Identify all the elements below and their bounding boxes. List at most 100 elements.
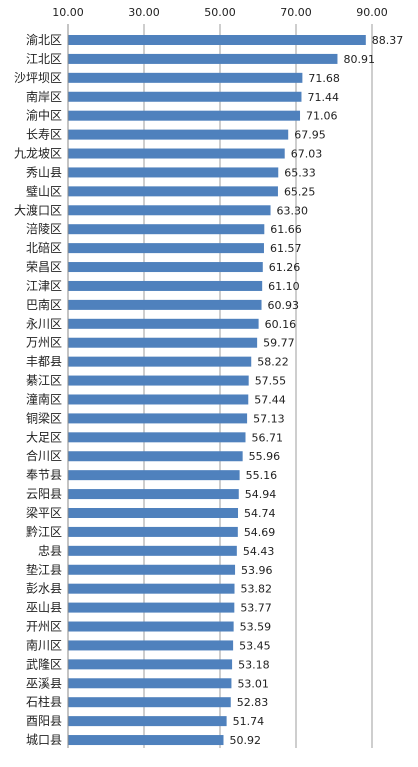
category-label: 涪陵区 <box>26 221 62 236</box>
category-label: 武隆区 <box>26 656 62 671</box>
x-tick-label: 50.00 <box>204 6 236 19</box>
bar <box>68 489 239 500</box>
category-label: 永川区 <box>26 317 62 331</box>
category-label: 巫山县 <box>26 601 62 615</box>
category-label: 梁平区 <box>26 505 62 520</box>
category-label: 大渡口区 <box>14 202 62 217</box>
category-label: 黔江区 <box>26 524 62 539</box>
category-label: 綦江区 <box>26 374 62 388</box>
data-label: 53.96 <box>241 564 273 577</box>
bar <box>68 564 236 575</box>
data-label: 55.96 <box>249 450 281 463</box>
category-label: 南岸区 <box>26 89 62 104</box>
bar <box>68 186 278 197</box>
category-label: 彭水县 <box>26 582 62 596</box>
data-label: 57.13 <box>253 412 285 425</box>
data-label: 50.92 <box>229 734 261 747</box>
bar <box>68 394 249 405</box>
category-label: 北碚区 <box>26 240 62 255</box>
category-label: 荣昌区 <box>26 260 62 274</box>
data-label: 61.10 <box>268 280 300 293</box>
data-label: 63.30 <box>277 204 309 217</box>
category-label: 渝中区 <box>26 108 62 123</box>
data-label: 65.25 <box>284 185 316 198</box>
category-label: 开州区 <box>26 620 62 634</box>
category-label: 城口县 <box>26 733 62 747</box>
data-label: 54.43 <box>243 545 274 558</box>
bar <box>68 432 246 443</box>
category-label: 丰都县 <box>26 355 62 369</box>
category-label: 巴南区 <box>26 297 62 312</box>
data-label: 53.77 <box>240 602 271 615</box>
bar <box>68 508 239 518</box>
category-label: 奉节县 <box>26 468 62 482</box>
x-axis-ticks: 10.00 30.00 50.00 70.00 90.00 <box>52 6 388 19</box>
category-label: 长寿区 <box>26 128 62 142</box>
bar <box>68 470 240 481</box>
data-label: 65.33 <box>284 166 316 179</box>
bars <box>68 35 366 746</box>
category-label: 沙坪坝区 <box>14 71 62 85</box>
data-label: 54.74 <box>244 507 276 520</box>
bar <box>68 640 234 651</box>
data-label: 53.01 <box>237 677 268 690</box>
data-label: 53.82 <box>241 583 272 596</box>
category-label: 秀山县 <box>26 165 62 179</box>
bar <box>68 735 224 746</box>
bar <box>68 129 289 140</box>
data-label: 61.66 <box>270 223 302 236</box>
bar <box>68 697 231 708</box>
bar <box>68 110 301 121</box>
bar <box>68 72 303 83</box>
x-tick-label: 90.00 <box>356 6 388 19</box>
bar <box>68 148 285 159</box>
data-label: 52.83 <box>237 696 269 709</box>
bar <box>68 526 238 537</box>
data-label: 71.44 <box>307 91 339 104</box>
data-label: 56.71 <box>251 431 282 444</box>
data-label: 59.77 <box>263 337 295 350</box>
data-label: 58.22 <box>257 356 289 369</box>
category-label: 江津区 <box>26 279 62 293</box>
bar <box>68 280 263 291</box>
category-label: 渝北区 <box>26 32 62 47</box>
category-label: 石柱县 <box>26 694 62 709</box>
bar <box>68 375 249 386</box>
category-label: 酉阳县 <box>26 714 62 728</box>
bar <box>68 583 235 594</box>
x-tick-label: 70.00 <box>280 6 312 19</box>
data-label: 53.59 <box>240 621 272 634</box>
data-label: 57.44 <box>254 393 286 406</box>
bar <box>68 716 227 727</box>
data-label: 80.91 <box>343 53 375 66</box>
bar <box>68 621 234 632</box>
bar <box>68 602 235 613</box>
bar <box>68 243 264 254</box>
category-label: 云阳县 <box>26 487 62 501</box>
bar <box>68 413 248 424</box>
bar <box>68 451 243 462</box>
data-label: 53.45 <box>239 639 270 652</box>
bar <box>68 35 366 45</box>
data-label: 57.55 <box>255 375 287 388</box>
category-label: 忠县 <box>38 544 62 558</box>
category-labels: 渝北区江北区沙坪坝区南岸区渝中区长寿区九龙坡区秀山县璧山区大渡口区涪陵区北碚区荣… <box>14 32 62 747</box>
category-label: 大足区 <box>26 430 62 444</box>
data-label: 60.16 <box>265 318 297 331</box>
data-label: 67.03 <box>291 148 323 161</box>
bar <box>68 318 259 329</box>
data-label: 71.06 <box>306 110 338 123</box>
category-label: 潼南区 <box>26 391 62 406</box>
bar <box>68 356 252 367</box>
data-label: 67.95 <box>294 129 326 142</box>
data-label: 53.18 <box>238 658 269 671</box>
category-label: 垫江县 <box>26 562 62 577</box>
data-label: 61.57 <box>270 242 302 255</box>
bar <box>68 659 233 670</box>
category-label: 南川区 <box>26 637 62 652</box>
data-label: 54.94 <box>245 488 277 501</box>
data-label: 55.16 <box>246 469 278 482</box>
category-label: 合川区 <box>26 448 62 463</box>
